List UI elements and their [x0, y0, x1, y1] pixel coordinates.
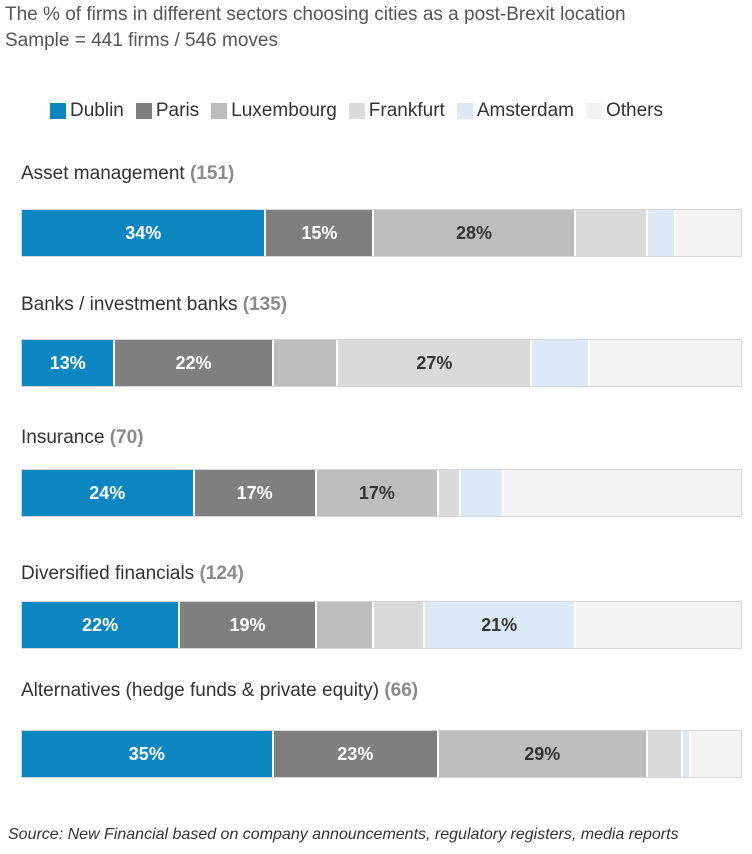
title-block: The % of firms in different sectors choo…	[5, 2, 626, 54]
bar-segment-paris: 15%	[266, 210, 375, 256]
sector-count: (151)	[189, 163, 235, 184]
sector-label: Asset management (151)	[21, 163, 234, 185]
data-label: 17%	[236, 482, 273, 503]
legend: Dublin Paris Luxembourg Frankfurt Amsterdam O…	[50, 100, 675, 122]
legend-swatch	[135, 103, 152, 119]
bar-segment-frankfurt	[438, 470, 461, 516]
data-label: 22%	[175, 352, 212, 373]
stacked-bar: 35% 23% 29%	[21, 730, 742, 778]
legend-label: Frankfurt	[368, 100, 445, 121]
sector-name: Banks / investment banks	[21, 294, 238, 315]
bar-segment-amsterdam	[532, 340, 590, 386]
legend-swatch	[348, 103, 365, 119]
bar-segment-dublin: 35%	[22, 731, 274, 777]
bar-segment-paris: 17%	[194, 470, 317, 516]
stacked-bar: 22% 19% 21%	[21, 601, 742, 649]
sector-count: (70)	[109, 427, 144, 448]
bar-segment-dublin: 34%	[22, 210, 267, 256]
sector-count: (124)	[199, 563, 244, 584]
bar-segment-paris: 19%	[180, 602, 317, 648]
bar-segment-amsterdam	[647, 210, 677, 256]
bar-segment-others	[690, 731, 741, 777]
sector-label: Insurance (70)	[21, 427, 144, 449]
data-label: 23%	[337, 743, 374, 764]
bar-segment-dublin: 24%	[22, 470, 195, 516]
legend-label: Paris	[155, 100, 200, 121]
bar-segment-frankfurt: 27%	[338, 340, 533, 386]
bar-segment-amsterdam	[683, 731, 691, 777]
legend-item-frankfurt: Frankfurt	[348, 100, 445, 122]
legend-label: Dublin	[70, 100, 124, 121]
bar-segment-luxembourg: 28%	[374, 210, 576, 256]
stacked-bar: 13% 22% 27%	[21, 339, 742, 387]
bar-segment-others	[503, 470, 741, 516]
data-label: 17%	[358, 482, 395, 503]
bar-segment-amsterdam: 21%	[424, 602, 576, 648]
bar-segment-others	[575, 602, 741, 648]
bar-segment-others	[676, 210, 741, 256]
legend-label: Luxembourg	[231, 100, 337, 121]
legend-swatch	[585, 103, 602, 119]
bar-segment-luxembourg: 29%	[439, 731, 648, 777]
source-note: Source: New Financial based on company a…	[8, 826, 679, 843]
legend-item-dublin: Dublin	[50, 100, 124, 122]
sector-name: Asset management	[21, 163, 185, 184]
bar-segment-dublin: 13%	[22, 340, 116, 386]
data-label: 15%	[301, 222, 338, 243]
bar-segment-others	[589, 340, 741, 386]
legend-item-luxembourg: Luxembourg	[211, 100, 337, 122]
legend-label: Amsterdam	[476, 100, 574, 121]
sector-label: Banks / investment banks (135)	[21, 294, 287, 316]
data-label: 29%	[524, 743, 561, 764]
data-label: 24%	[89, 482, 126, 503]
legend-item-others: Others	[585, 100, 663, 122]
sector-count: (66)	[384, 680, 419, 701]
data-label: 28%	[455, 222, 492, 243]
bar-segment-luxembourg: 17%	[316, 470, 439, 516]
sector-name: Alternatives (hedge funds & private equi…	[21, 680, 380, 701]
legend-item-paris: Paris	[135, 100, 200, 122]
bar-segment-paris: 22%	[115, 340, 274, 386]
bar-segment-luxembourg	[316, 602, 375, 648]
sector-name: Diversified financials	[21, 563, 195, 584]
chart-subtitle: Sample = 441 firms / 546 moves	[5, 30, 278, 51]
bar-segment-frankfurt	[647, 731, 684, 777]
bar-segment-paris: 23%	[273, 731, 439, 777]
bar-segment-frankfurt	[374, 602, 425, 648]
data-label: 13%	[49, 352, 86, 373]
data-label: 35%	[128, 743, 165, 764]
legend-swatch	[456, 103, 473, 119]
data-label: 27%	[416, 352, 453, 373]
stacked-bar: 24% 17% 17%	[21, 469, 742, 517]
data-label: 19%	[229, 614, 266, 635]
chart-title: The % of firms in different sectors choo…	[5, 4, 626, 25]
data-label: 34%	[125, 222, 162, 243]
legend-swatch	[50, 103, 66, 119]
sector-count: (135)	[242, 294, 288, 315]
legend-swatch	[211, 103, 228, 119]
legend-item-amsterdam: Amsterdam	[456, 100, 574, 122]
sector-name: Insurance	[21, 427, 105, 448]
stacked-bar: 34% 15% 28%	[21, 209, 742, 257]
sector-label: Alternatives (hedge funds & private equi…	[21, 680, 418, 702]
legend-label: Others	[605, 100, 663, 121]
sector-label: Diversified financials (124)	[21, 563, 244, 585]
data-label: 22%	[82, 614, 119, 635]
bar-segment-dublin: 22%	[22, 602, 181, 648]
bar-segment-amsterdam	[460, 470, 504, 516]
bar-segment-luxembourg	[273, 340, 339, 386]
bar-segment-frankfurt	[575, 210, 648, 256]
data-label: 21%	[481, 614, 518, 635]
